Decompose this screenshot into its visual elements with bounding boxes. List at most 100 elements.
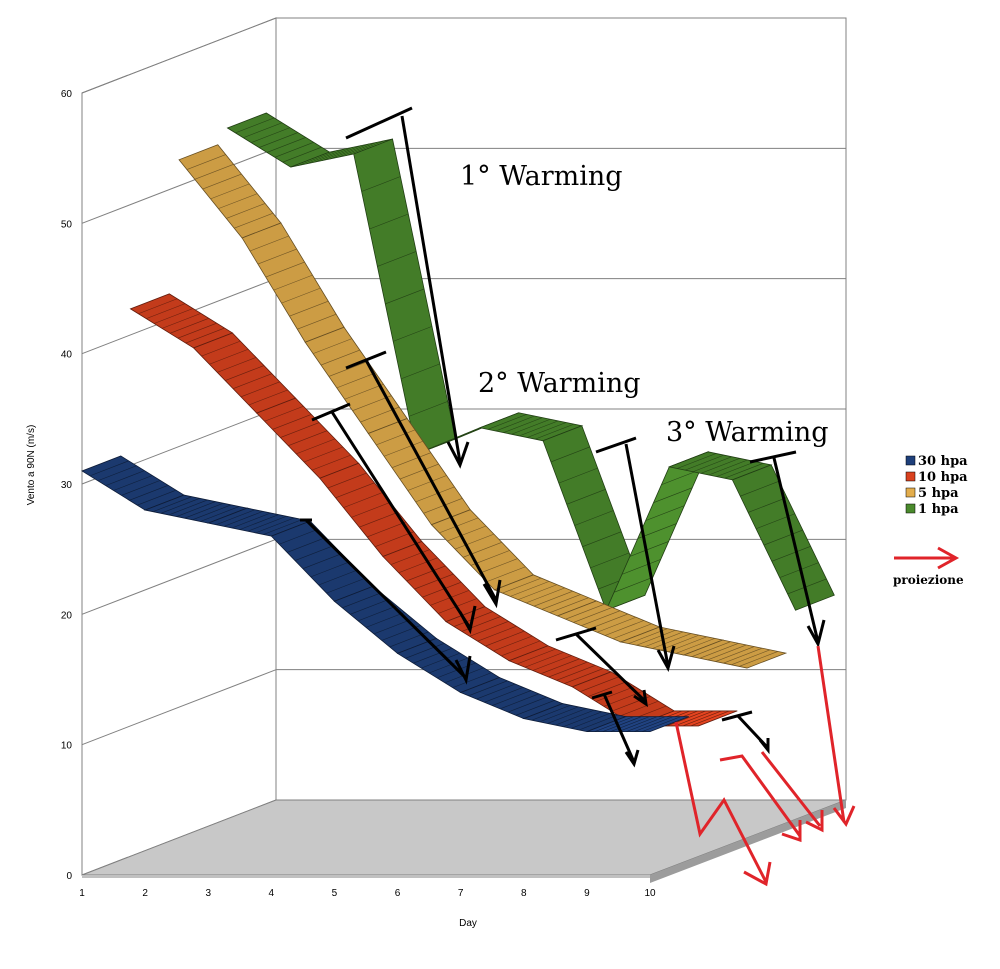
ribbon-hatch [146, 303, 186, 319]
ribbon-hatch [541, 594, 581, 610]
ribbon-hatch [194, 164, 234, 180]
ribbon-hatch [279, 528, 319, 545]
ribbon-hatch [154, 308, 194, 324]
ribbon-hatch [113, 475, 153, 491]
ribbon-hatch [547, 708, 587, 724]
ribbon-hatch [779, 562, 819, 578]
ribbon-hatch [358, 605, 398, 622]
ribbon-hatch [407, 475, 447, 491]
ribbon-hatch [555, 709, 595, 726]
x-tick-label: 4 [269, 888, 275, 899]
ribbon-hatch [485, 630, 525, 647]
ribbon-hatch [225, 365, 265, 381]
gridline-side [81, 147, 277, 224]
ribbon-hatch [502, 577, 542, 594]
ribbon-hatch [376, 429, 416, 446]
y-tick-label: 60 [61, 89, 73, 100]
y-axis-ticks: 0 10 20 30 40 50 60 [61, 89, 73, 882]
ribbon-hatch [272, 414, 312, 430]
ribbon-hatch [176, 501, 216, 517]
ribbon-hatch [217, 357, 257, 373]
ribbon-hatch [184, 502, 224, 519]
projection-legend-label: proiezione [893, 573, 964, 587]
legend-label: 10 hpa [918, 470, 968, 485]
ribbon-hatch [185, 327, 225, 344]
annotation-warming-1: 1° Warming [460, 161, 623, 192]
legend-label: 30 hpa [918, 454, 968, 469]
ribbon-hatch [610, 716, 650, 732]
ribbon-hatch [336, 372, 376, 389]
ribbon-hatch [550, 446, 590, 463]
ribbon-series [81, 455, 689, 733]
warming-arrows [300, 106, 826, 768]
legend-label: 5 hpa [918, 486, 959, 501]
ribbon-hatch [682, 710, 722, 727]
ribbon-hatch [452, 672, 492, 688]
x-tick-label: 10 [644, 888, 656, 899]
ribbon-hatch [169, 318, 209, 334]
ribbon-hatch [642, 716, 682, 732]
ribbon-hatch [421, 652, 461, 669]
ribbon-hatch [282, 146, 322, 163]
ribbon-hatch [526, 587, 566, 604]
ribbon-hatch [210, 183, 250, 200]
ribbon-hatch [516, 648, 556, 665]
ribbon-hatch [200, 506, 240, 522]
ribbon-hatch [468, 680, 508, 697]
ribbon-hatch [274, 142, 314, 158]
ribbon-hatch [666, 710, 706, 727]
ribbon-hatch [527, 422, 567, 438]
ribbon-hatch [763, 529, 803, 546]
ribbon-hatch [492, 690, 532, 706]
ribbon-hatch [322, 145, 362, 161]
ribbon-hatch [787, 578, 827, 595]
ribbon-hatch [618, 716, 658, 732]
ribbon-hatch [589, 613, 629, 630]
ribbon-hatch [289, 300, 329, 317]
arrow-3-warming-5hpa-b [721, 710, 770, 755]
projection-arrow-3 [760, 751, 824, 833]
y-axis-title: Vento a 90N (m/s) [26, 425, 37, 506]
annotation-warming-3: 3° Warming [666, 417, 829, 448]
ribbon-hatch [548, 661, 588, 678]
ribbon-hatch [652, 633, 692, 649]
ribbon-hatch [476, 683, 516, 700]
ribbon-hatch [177, 322, 217, 339]
x-tick-label: 1 [79, 888, 85, 899]
ribbon-hatch [715, 646, 755, 662]
ribbon-hatch [515, 700, 555, 716]
ribbon-hatch [391, 452, 431, 468]
ribbon-series [178, 144, 788, 669]
ribbon-hatch [675, 638, 715, 654]
ribbon-hatch [297, 313, 337, 330]
ribbon-hatch [406, 565, 446, 582]
gridlines [81, 17, 846, 746]
ribbon-hatch [327, 472, 367, 489]
ribbon-hatch [524, 651, 564, 668]
projection-arrow-2 [719, 754, 802, 843]
ribbon-hatch [716, 461, 756, 477]
ribbon-hatch [263, 519, 303, 535]
ribbon-hatch [152, 496, 192, 512]
ribbon-hatch [692, 456, 732, 473]
ribbon-hatch [337, 142, 377, 158]
ribbon-hatch [439, 517, 479, 534]
ribbon-hatch [288, 430, 328, 446]
ribbon-hatch [326, 577, 366, 594]
ribbon-hatch [429, 657, 469, 674]
ribbon-hatch [266, 137, 306, 153]
ribbon-hatch [748, 497, 788, 513]
ribbon-hatch [477, 625, 517, 642]
ribbon-hatch [500, 693, 540, 710]
x-tick-label: 8 [521, 888, 527, 899]
ribbon-hatch [359, 511, 399, 528]
ribbon-hatch [223, 511, 263, 527]
arrow-1-warming-1hpa [345, 106, 470, 469]
ribbon-hatch [361, 176, 401, 192]
ribbon-hatch [700, 458, 740, 474]
x-tick-label: 6 [395, 888, 401, 899]
ribbon-hatch [590, 552, 630, 569]
ribbon-hatch [423, 498, 463, 514]
